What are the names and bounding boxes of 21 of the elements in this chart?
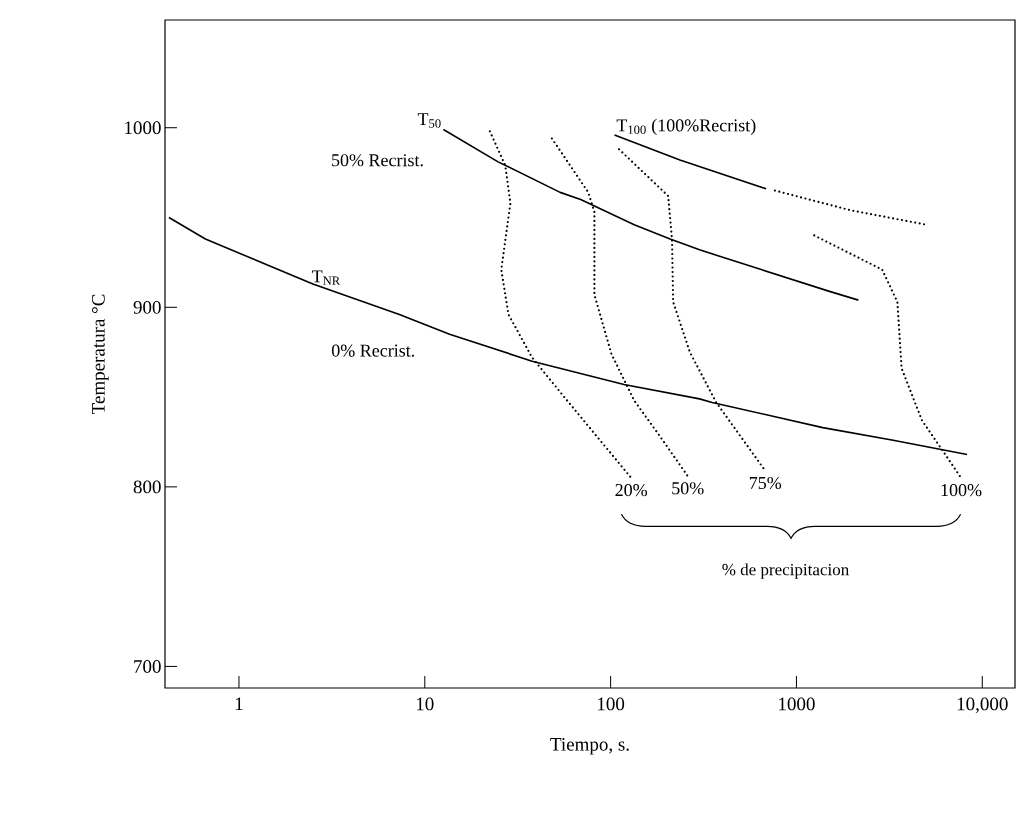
- series-label: 20%: [615, 483, 648, 497]
- series-label: 50%: [672, 482, 704, 495]
- annotation: % de precipitacion: [722, 563, 849, 579]
- annotation: 50% Recrist.: [332, 154, 423, 167]
- series-label: 100%: [941, 483, 982, 497]
- series-label: T$_{100}$ (100%Recrist): [616, 118, 756, 136]
- x-tick-label: 1: [235, 697, 243, 711]
- y-tick-label: 800: [133, 480, 161, 494]
- annotation: 0% Recrist.: [331, 344, 415, 357]
- series-label: T$_{50}$: [417, 113, 441, 128]
- x-tick-label: 100: [598, 697, 625, 711]
- x-axis-title: Tiempo, s.: [550, 737, 629, 755]
- y-tick-label: 700: [134, 660, 161, 673]
- x-tick-label: 1000: [779, 697, 815, 711]
- y-axis-title: Temperatura °C: [91, 294, 109, 415]
- y-tick-label: 900: [133, 300, 161, 314]
- series-label: 75%: [749, 476, 782, 490]
- x-tick-label: 10,000: [957, 697, 1008, 714]
- y-tick-label: 1000: [125, 121, 161, 135]
- series-label: T$_{NR}$: [312, 270, 341, 285]
- x-tick-label: 10: [416, 697, 434, 711]
